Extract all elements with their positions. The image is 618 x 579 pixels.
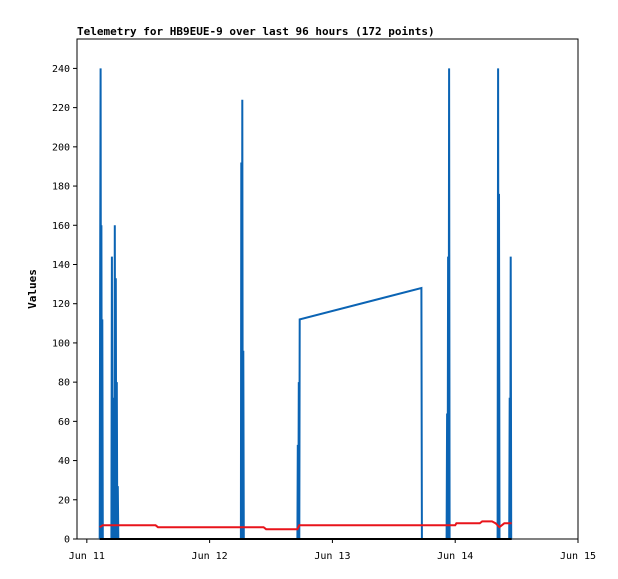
x-tick-label: Jun 13 bbox=[314, 551, 350, 562]
series-layer bbox=[98, 68, 513, 540]
y-axis-ticks: 0 20 40 60 80 100 120 140 160 180 200 220 240 bbox=[52, 64, 77, 546]
y-tick-label: 120 bbox=[52, 299, 70, 310]
y-tick-label: 160 bbox=[52, 221, 70, 232]
x-tick-label: Jun 15 bbox=[560, 551, 596, 562]
x-tick-label: Jun 14 bbox=[437, 551, 473, 562]
x-tick-label: Jun 12 bbox=[192, 551, 228, 562]
y-tick-label: 100 bbox=[52, 338, 70, 349]
y-tick-label: 220 bbox=[52, 103, 70, 114]
y-tick-label: 240 bbox=[52, 64, 70, 75]
y-tick-label: 0 bbox=[64, 535, 70, 546]
chart-title: Telemetry for HB9EUE-9 over last 96 hour… bbox=[77, 25, 435, 38]
plot-area bbox=[76, 38, 579, 540]
y-tick-label: 200 bbox=[52, 142, 70, 153]
x-tick-label: Jun 11 bbox=[69, 551, 105, 562]
y-tick-label: 80 bbox=[58, 378, 70, 389]
y-tick-label: 40 bbox=[58, 456, 70, 467]
series-line-1 bbox=[99, 520, 512, 531]
y-axis-label: Values bbox=[26, 269, 39, 309]
y-tick-label: 180 bbox=[52, 182, 70, 193]
y-tick-label: 60 bbox=[58, 417, 70, 428]
y-tick-label: 140 bbox=[52, 260, 70, 271]
series-line-0 bbox=[98, 68, 513, 540]
y-tick-label: 20 bbox=[58, 495, 70, 506]
x-axis-ticks: Jun 11 Jun 12 Jun 13 Jun 14 Jun 15 bbox=[69, 539, 596, 562]
